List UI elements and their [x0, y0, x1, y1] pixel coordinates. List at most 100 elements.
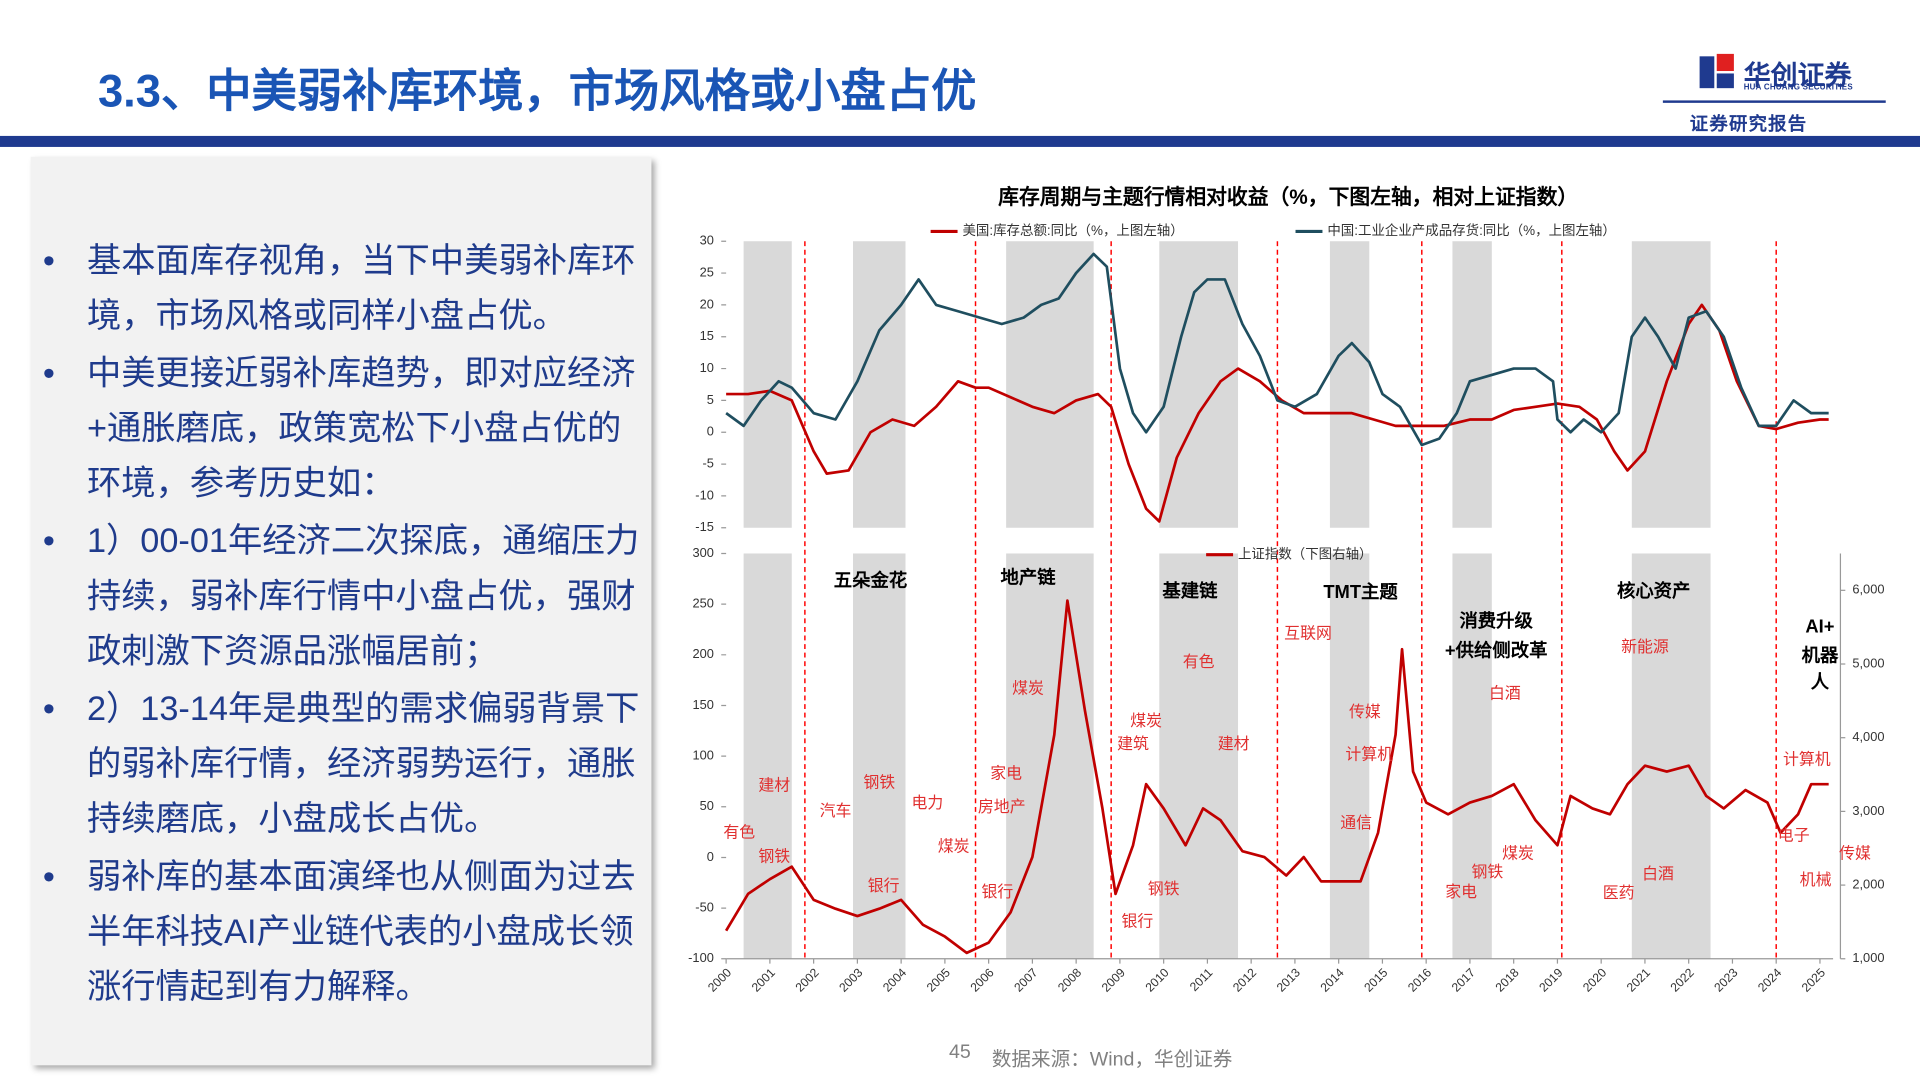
- x-tick-label: 2015: [1361, 965, 1390, 994]
- theme-label: +供给侧改革: [1445, 640, 1548, 661]
- sector-label: 银行: [868, 877, 900, 895]
- y-tick-label: -15: [695, 519, 714, 534]
- sector-label: 建材: [758, 777, 790, 795]
- bullet: 1）00-01年经济二次探底，通缩压力持续，弱补库行情中小盘占优，强财政刺激下资…: [43, 513, 642, 678]
- shaded-period: [1006, 241, 1094, 528]
- y-tick-label: 200: [692, 646, 713, 661]
- x-tick-label: 2010: [1143, 965, 1172, 994]
- x-tick-label: 2005: [924, 965, 953, 994]
- y-tick-label: 5: [707, 392, 714, 407]
- y-tick-label: -5: [702, 455, 713, 470]
- y2-tick-label: 1,000: [1852, 950, 1884, 965]
- bullet: 弱补库的基本面演绎也从侧面为过去半年科技AI产业链代表的小盘成长领涨行情起到有力…: [43, 849, 642, 1014]
- series-line: [725, 252, 1829, 447]
- sector-label: 家电: [1445, 883, 1477, 901]
- y-tick-label: -50: [695, 900, 714, 915]
- x-tick-label: 2006: [968, 965, 997, 994]
- x-tick-label: 2025: [1799, 965, 1828, 994]
- header-bar: [0, 135, 1920, 147]
- theme-label: 核心资产: [1617, 580, 1690, 601]
- logo-subtitle: HUA CHUANG SECURITIES: [1743, 83, 1853, 92]
- slide-title: 3.3、中美弱补库环境，市场风格或小盘占优: [97, 66, 977, 117]
- theme-label: 基建链: [1161, 580, 1218, 601]
- series-line: [724, 599, 1829, 955]
- sector-label: 白酒: [1642, 865, 1674, 883]
- shaded-period: [1631, 553, 1711, 959]
- theme-label: 机器: [1802, 645, 1839, 666]
- shaded-period: [1452, 241, 1492, 528]
- x-tick-label: 2024: [1755, 965, 1784, 994]
- sector-label: 机械: [1800, 871, 1832, 889]
- x-tick-label: 2016: [1405, 965, 1434, 994]
- y2-tick-label: 4,000: [1852, 729, 1884, 744]
- x-tick-label: 2009: [1099, 965, 1128, 994]
- sector-label: 钢铁: [1472, 863, 1504, 881]
- report-tag: 证券研究报告: [1689, 113, 1808, 135]
- bullet: 基本面库存视角，当下中美弱补库环境，市场风格或同样小盘占优。: [43, 233, 642, 343]
- x-tick-label: 2001: [749, 965, 778, 994]
- x-tick-label: 2011: [1187, 965, 1216, 994]
- sector-label: 传媒: [1839, 845, 1871, 863]
- theme-label: 消费升级: [1459, 610, 1533, 631]
- y-tick-label: 150: [692, 697, 713, 712]
- chart-title: 库存周期与主题行情相对收益（%，下图左轴，相对上证指数）: [998, 185, 1578, 209]
- sector-label: 煤炭: [938, 838, 970, 856]
- theme-label: 人: [1811, 671, 1830, 692]
- sector-label: 有色: [723, 823, 755, 841]
- theme-label: 地产链: [1000, 567, 1056, 588]
- y2-tick-label: 3,000: [1852, 803, 1884, 818]
- x-tick-label: 2022: [1668, 965, 1697, 994]
- y-tick-label: 100: [692, 748, 713, 763]
- theme-label: AI+: [1805, 615, 1834, 636]
- shaded-period: [853, 553, 906, 959]
- y-tick-label: 300: [692, 545, 713, 560]
- sector-label: 新能源: [1621, 638, 1669, 656]
- sector-label: 煤炭: [1012, 679, 1044, 697]
- bullet: 2）13-14年是典型的需求偏弱背景下的弱补库行情，经济弱势运行，通胀持续磨底，…: [43, 681, 642, 846]
- y2-tick-label: 2,000: [1852, 876, 1884, 891]
- x-tick-label: 2003: [836, 965, 865, 994]
- bullet-list: 基本面库存视角，当下中美弱补库环境，市场风格或同样小盘占优。中美更接近弱补库趋势…: [31, 157, 652, 1014]
- sector-label: 钢铁: [863, 774, 895, 792]
- shaded-period: [1452, 553, 1492, 959]
- x-tick-label: 2000: [705, 965, 734, 994]
- sector-label: 传媒: [1349, 703, 1381, 721]
- x-tick-label: 2023: [1711, 965, 1740, 994]
- sector-label: 煤炭: [1130, 712, 1162, 730]
- sector-label: 计算机: [1783, 749, 1831, 768]
- legend-label: 中国:工业企业产成品存货:同比（%，上图左轴）: [1327, 222, 1616, 238]
- sector-label: 银行: [1121, 913, 1153, 931]
- y-tick-label: 15: [700, 328, 714, 343]
- sector-label: 煤炭: [1502, 845, 1534, 863]
- bullet: 中美更接近弱补库趋势，即对应经济+通胀磨底，政策宽松下小盘占优的环境，参考历史如…: [43, 345, 642, 510]
- sector-label: 钢铁: [758, 848, 790, 866]
- x-tick-label: 2002: [793, 965, 822, 994]
- x-tick-label: 2008: [1055, 965, 1084, 994]
- sector-label: 计算机: [1345, 744, 1393, 763]
- sector-label: 汽车: [820, 802, 852, 820]
- sector-label: 钢铁: [1148, 880, 1180, 898]
- logo-icon: [1699, 53, 1734, 89]
- sector-label: 电子: [1778, 826, 1810, 844]
- x-tick-label: 2007: [1011, 965, 1040, 994]
- shaded-period: [1159, 553, 1239, 959]
- sector-label: 建筑: [1117, 735, 1149, 753]
- sector-label: 医药: [1603, 884, 1635, 902]
- x-tick-label: 2014: [1318, 965, 1347, 994]
- y2-tick-label: 5,000: [1852, 655, 1884, 670]
- x-tick-label: 2017: [1449, 965, 1478, 994]
- sector-label: 房地产: [978, 798, 1026, 816]
- sector-label: 家电: [990, 765, 1022, 783]
- legend-label: 上证指数（下图右轴）: [1238, 546, 1373, 561]
- y-tick-label: 20: [700, 296, 714, 311]
- y-tick-label: 0: [707, 849, 714, 864]
- source-note: 数据来源：Wind，华创证券: [991, 1049, 1233, 1071]
- sector-label: 白酒: [1489, 685, 1521, 703]
- x-tick-label: 2004: [880, 965, 909, 994]
- shaded-period: [1329, 241, 1370, 528]
- shaded-period: [743, 553, 792, 959]
- x-tick-label: 2021: [1624, 965, 1653, 994]
- legend-label: 美国:库存总额:同比（%，上图左轴）: [962, 223, 1183, 238]
